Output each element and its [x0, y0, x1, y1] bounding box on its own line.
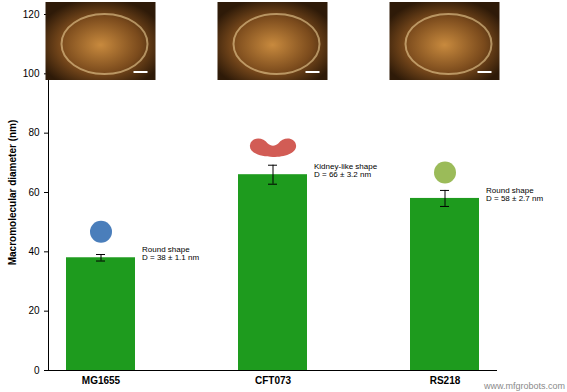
svg-text:Round shapeD = 58 ± 2.7 nm: Round shapeD = 58 ± 2.7 nm: [486, 186, 543, 203]
svg-text:www.mfgrobots.com: www.mfgrobots.com: [483, 381, 565, 391]
svg-text:120: 120: [23, 9, 40, 20]
svg-text:CFT073: CFT073: [255, 375, 292, 386]
svg-text:MG1655: MG1655: [82, 375, 121, 386]
svg-text:0: 0: [34, 365, 40, 376]
svg-text:40: 40: [28, 246, 40, 257]
svg-text:RS218: RS218: [430, 375, 461, 386]
svg-text:100: 100: [23, 68, 40, 79]
svg-text:Macromolecular diameter (nm): Macromolecular diameter (nm): [7, 120, 18, 266]
svg-text:Round shapeD = 38 ± 1.1 nm: Round shapeD = 38 ± 1.1 nm: [142, 245, 199, 262]
svg-text:20: 20: [28, 305, 40, 316]
svg-text:60: 60: [28, 187, 40, 198]
svg-text:80: 80: [28, 127, 40, 138]
svg-text:Kidney-like shapeD = 66 ± 3.2: Kidney-like shapeD = 66 ± 3.2 nm: [314, 162, 378, 179]
